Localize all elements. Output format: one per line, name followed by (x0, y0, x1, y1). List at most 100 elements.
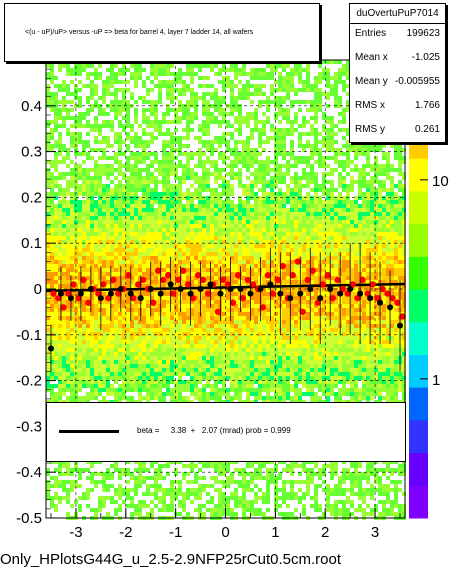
stats-label: RMS x (355, 100, 385, 111)
stats-row-mean-x: Mean x -1.025 (353, 52, 442, 72)
y-tick-label: -0.5 (16, 510, 42, 527)
profile-point (77, 290, 84, 297)
red-point (369, 281, 376, 288)
red-point (184, 281, 192, 288)
palette-band (409, 158, 428, 192)
profile-point (187, 290, 194, 297)
red-point (394, 299, 401, 306)
red-point (130, 294, 137, 302)
stats-value: 1.766 (414, 100, 440, 111)
red-point (174, 276, 182, 284)
red-point (189, 294, 197, 302)
red-point (60, 304, 67, 311)
profile-point (227, 286, 234, 292)
red-point (334, 276, 341, 284)
profile-point (147, 286, 154, 292)
profile-point (347, 286, 354, 292)
y-tick-label: 0.3 (21, 144, 42, 161)
y-tick-label: -0.2 (16, 373, 42, 390)
profile-point (217, 290, 224, 297)
red-point (199, 276, 207, 284)
palette-band (409, 223, 428, 257)
profile-point (317, 295, 324, 302)
profile-point (327, 286, 334, 292)
palette-band (409, 190, 428, 225)
title-box: <(u - uP)/uP> versus -uP => beta for bar… (4, 3, 320, 62)
profile-point (177, 286, 184, 292)
palette-band (409, 387, 428, 421)
red-point (65, 290, 72, 297)
profile-point (247, 290, 254, 297)
palette-band (409, 321, 428, 355)
profile-point (107, 290, 114, 297)
red-point (169, 290, 177, 297)
y-tick-label: -0.1 (16, 327, 42, 344)
red-point (105, 294, 112, 302)
red-point (249, 281, 257, 288)
fit-legend-box: beta = 3.38 + 2.07 (mrad) prob = 0.999 (46, 402, 406, 462)
red-point (135, 281, 142, 288)
z-tick-label: 1 (432, 372, 440, 389)
stats-value: 199623 (406, 28, 440, 39)
profile-point (257, 286, 264, 292)
profile-point (267, 281, 274, 288)
profile-point (57, 290, 64, 297)
y-tick-label: 0.1 (21, 235, 42, 252)
profile-point (97, 295, 104, 302)
palette-band (409, 452, 428, 486)
x-tick-label: 0 (221, 524, 229, 541)
red-point (80, 276, 87, 284)
file-name-footer: Only_HPlotsG44G_u_2.5-2.9NFP25rCut0.5cm.… (0, 551, 341, 568)
red-point (354, 294, 361, 302)
stats-row-rms-x: RMS x 1.766 (353, 100, 442, 120)
stats-row-mean-y: Mean y -0.005955 (353, 76, 442, 96)
red-point (269, 290, 277, 297)
profile-point (47, 345, 54, 352)
red-point (95, 290, 102, 297)
red-point (359, 276, 366, 284)
y-tick-label: -0.4 (16, 464, 42, 481)
stats-label: Mean x (355, 52, 388, 63)
profile-point (337, 290, 344, 297)
profile-point (377, 299, 384, 306)
profile-point (237, 286, 244, 292)
profile-point (277, 290, 284, 297)
legend-text: beta = 3.38 + 2.07 (mrad) prob = 0.999 (137, 426, 291, 435)
red-point (379, 285, 386, 293)
red-point (100, 281, 107, 288)
profile-point (357, 290, 364, 297)
red-point (194, 272, 202, 279)
profile-point (307, 286, 314, 292)
profile-point (207, 281, 214, 288)
red-point (274, 276, 282, 284)
profile-point (297, 290, 304, 297)
stats-value: -1.025 (411, 52, 440, 63)
red-point (150, 299, 157, 306)
y-tick-label: 0.4 (21, 98, 42, 115)
palette-band (409, 485, 428, 519)
red-point (309, 267, 316, 274)
y-tick-label: 0 (34, 281, 42, 298)
axes: -3 -2 -1 0 1 2 3 -0.5 -0.4 -0.3 -0.2 -0.1 0 0.1 0.2 0.3… (16, 59, 406, 541)
red-point (70, 281, 77, 288)
red-point (85, 299, 92, 306)
red-point (229, 299, 237, 306)
stats-label: RMS y (355, 124, 385, 135)
red-point (324, 272, 331, 279)
red-point (294, 258, 301, 265)
red-point (339, 285, 346, 293)
red-point (244, 276, 252, 284)
red-point (329, 294, 336, 302)
red-point (384, 290, 391, 297)
stats-row-entries: Entries 199623 (353, 28, 442, 48)
stats-value: 0.261 (414, 124, 440, 135)
red-point (239, 294, 247, 302)
red-point (204, 290, 212, 297)
x-tick-label: 2 (321, 524, 329, 541)
red-point (314, 299, 321, 306)
stats-row-rms-y: RMS y 0.261 (353, 124, 442, 144)
red-point (75, 294, 82, 302)
x-tick-label: 1 (271, 524, 279, 541)
profile-point (167, 281, 174, 288)
red-point (214, 308, 222, 316)
